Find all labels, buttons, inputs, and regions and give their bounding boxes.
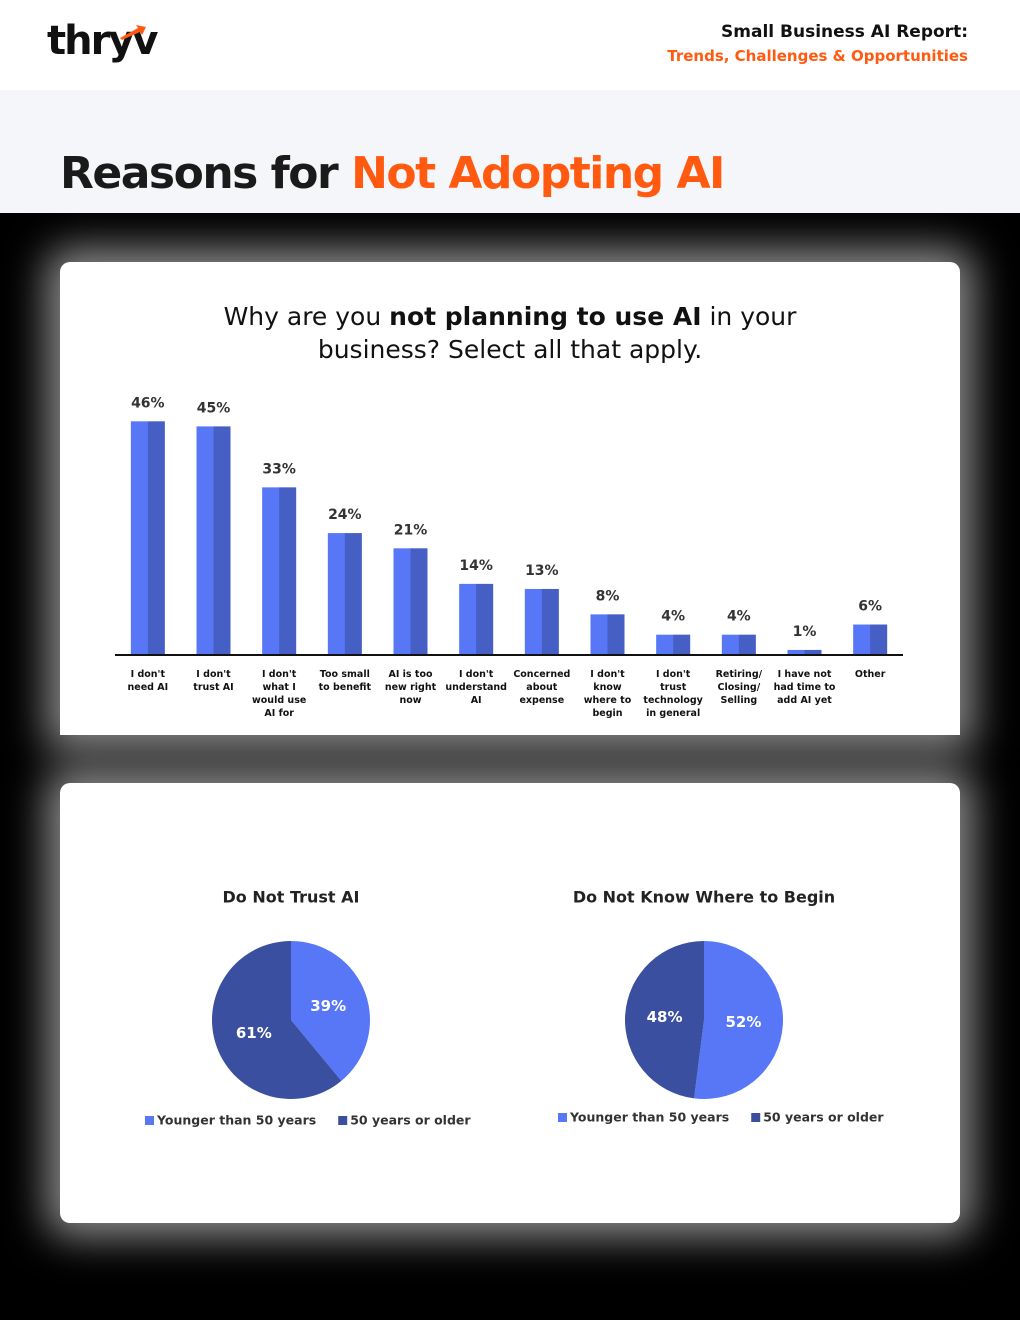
x-tick-label: I don't trust technology in general bbox=[643, 669, 703, 719]
pie-slice bbox=[694, 941, 784, 1099]
bar bbox=[787, 649, 822, 655]
bar-shade bbox=[279, 487, 297, 655]
legend-swatch bbox=[751, 1113, 761, 1122]
value-label: 4% bbox=[727, 609, 751, 625]
bar bbox=[196, 426, 231, 655]
value-label: 14% bbox=[459, 558, 493, 574]
slice-label: 52% bbox=[725, 1013, 761, 1031]
bar-shade bbox=[147, 421, 165, 655]
bar-shade bbox=[476, 583, 494, 655]
bar-shade bbox=[213, 426, 231, 655]
legend-label: Younger than 50 years bbox=[569, 1110, 729, 1125]
bar bbox=[327, 533, 362, 655]
pie-title: Do Not Know Where to Begin bbox=[573, 888, 835, 907]
x-tick-label: Too small to benefit bbox=[318, 669, 372, 693]
value-label: 33% bbox=[262, 461, 296, 477]
x-tick-label: I don't what I would use AI for bbox=[252, 669, 307, 719]
title-highlight: Not Adopting AI bbox=[351, 148, 725, 199]
x-tick-label: I have not had time to add AI yet bbox=[773, 669, 836, 706]
pie-card bbox=[60, 783, 960, 1223]
legend-swatch bbox=[145, 1116, 154, 1125]
bar-shade bbox=[410, 548, 428, 655]
x-tick-label: Concerned about expense bbox=[513, 669, 571, 706]
pie-slice bbox=[212, 941, 342, 1100]
bar bbox=[262, 487, 297, 655]
value-label: 4% bbox=[661, 609, 685, 625]
value-label: 45% bbox=[197, 400, 231, 416]
value-label: 8% bbox=[596, 588, 620, 604]
x-tick-label: Other bbox=[854, 669, 886, 680]
x-tick-label: AI is too new right now bbox=[384, 669, 437, 706]
bar-shade bbox=[344, 533, 362, 655]
bar-shade bbox=[607, 614, 625, 655]
report-subtitle: Trends, Challenges & Opportunities bbox=[667, 47, 968, 65]
x-tick-label: I don't understand AI bbox=[445, 669, 507, 706]
bar-shade bbox=[870, 624, 888, 655]
title-part: Why are you bbox=[223, 302, 382, 331]
legend-label: 50 years or older bbox=[350, 1113, 471, 1128]
legend-swatch bbox=[338, 1116, 348, 1125]
bar bbox=[853, 624, 888, 655]
value-label: 21% bbox=[394, 522, 428, 538]
bar-shade bbox=[673, 634, 691, 655]
bar bbox=[524, 588, 559, 655]
page-title: Reasons for Not Adopting AI bbox=[60, 148, 725, 199]
slice-label: 39% bbox=[310, 997, 346, 1015]
bar bbox=[459, 583, 494, 655]
x-tick-label: I don't trust AI bbox=[193, 669, 234, 693]
slice-label: 48% bbox=[647, 1008, 683, 1026]
pie-slice bbox=[291, 941, 371, 1081]
legend-swatch bbox=[558, 1113, 567, 1122]
bar-shade bbox=[541, 588, 559, 655]
brand-logo: thryv bbox=[47, 18, 158, 64]
bar-shade bbox=[738, 634, 756, 655]
x-tick-label: I don't know where to begin bbox=[583, 669, 632, 719]
x-tick-label: I don't need AI bbox=[127, 669, 169, 693]
slice-label: 61% bbox=[236, 1024, 272, 1042]
bar bbox=[393, 548, 428, 655]
value-label: 1% bbox=[793, 624, 817, 640]
legend-label: Younger than 50 years bbox=[156, 1113, 316, 1128]
value-label: 13% bbox=[525, 563, 559, 579]
pie-slice bbox=[625, 941, 704, 1099]
logo-arrow bbox=[120, 25, 146, 40]
report-title: Small Business AI Report: bbox=[721, 22, 968, 42]
x-tick-label: Retiring/ Closing/ Selling bbox=[715, 669, 763, 706]
bar bbox=[721, 634, 756, 655]
title-emphasis: not planning to use AI bbox=[389, 302, 702, 331]
title-part: in your business? Select all that apply. bbox=[317, 302, 797, 364]
value-label: 46% bbox=[131, 395, 165, 411]
pie-title: Do Not Trust AI bbox=[223, 888, 360, 907]
title-prefix: Reasons for bbox=[60, 148, 339, 199]
bar bbox=[130, 421, 165, 655]
bar bbox=[656, 634, 691, 655]
title-band: Reasons for Not Adopting AI bbox=[0, 90, 1020, 213]
header: thryv Small Business AI Report: Trends, … bbox=[0, 0, 1020, 90]
bar-chart-title: Why are you not planning to use AI in yo… bbox=[210, 300, 810, 366]
bar-shade bbox=[804, 649, 822, 655]
legend-label: 50 years or older bbox=[763, 1110, 884, 1125]
bar bbox=[590, 614, 625, 655]
value-label: 24% bbox=[328, 507, 362, 523]
value-label: 6% bbox=[858, 599, 882, 615]
